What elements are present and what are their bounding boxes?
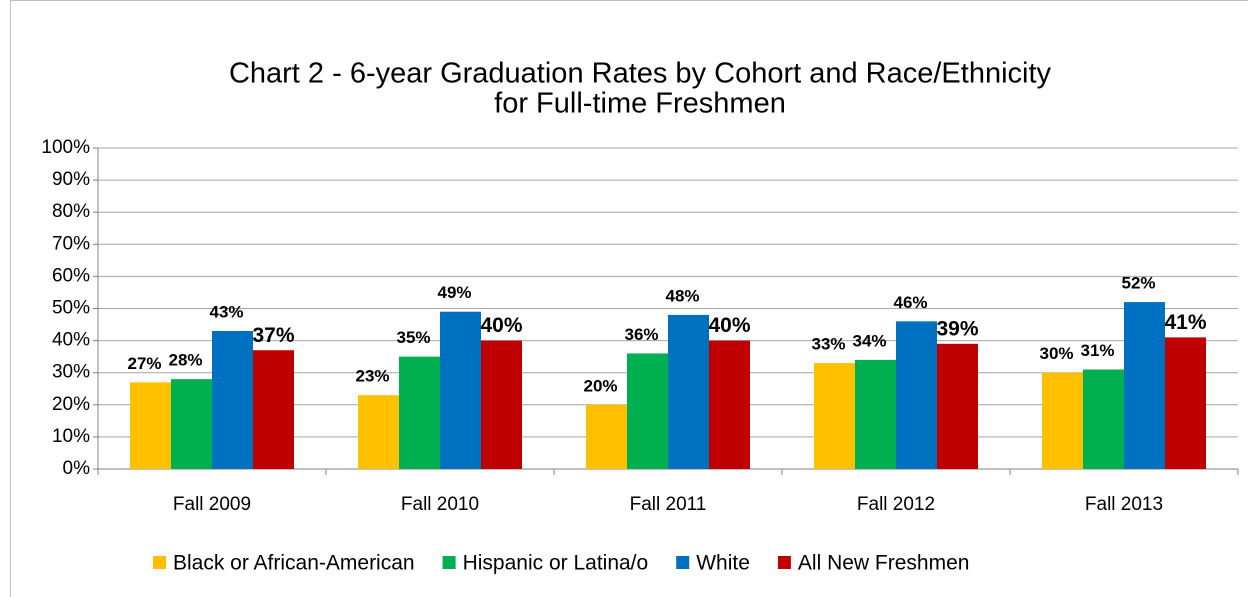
y-tick-label: 60% — [52, 265, 90, 286]
data-label: 30% — [1039, 344, 1073, 363]
data-label: 52% — [1121, 274, 1155, 293]
data-label: 35% — [396, 328, 430, 347]
x-tick-label: Fall 2009 — [173, 494, 251, 515]
bar — [627, 353, 668, 469]
y-tick-label: 90% — [52, 169, 90, 190]
data-label: 43% — [209, 302, 243, 321]
bar — [130, 382, 171, 469]
legend-swatch — [676, 556, 690, 569]
legend-swatch — [153, 556, 166, 569]
x-tick-label: Fall 2011 — [630, 494, 707, 515]
data-label: 40% — [480, 314, 522, 337]
data-label: 28% — [168, 351, 202, 370]
chart-title: for Full-time Freshmen — [494, 88, 786, 120]
legend-label: All New Freshmen — [798, 552, 970, 575]
data-label: 37% — [252, 324, 294, 347]
y-tick-label: 20% — [52, 394, 90, 415]
bar — [814, 363, 855, 469]
data-label: 34% — [852, 331, 886, 350]
bar — [171, 379, 212, 469]
bar — [212, 330, 253, 469]
data-label: 41% — [1164, 311, 1206, 334]
bar — [358, 395, 399, 469]
y-tick-label: 100% — [41, 137, 90, 158]
x-tick-label: Fall 2012 — [857, 494, 935, 515]
bar — [709, 340, 750, 469]
data-label: 48% — [665, 286, 699, 305]
data-label: 36% — [624, 325, 658, 344]
y-tick-label: 40% — [52, 330, 90, 351]
chart-frame — [10, 0, 1248, 597]
legend-swatch — [442, 556, 456, 569]
data-label: 23% — [355, 367, 389, 386]
legend-swatch — [777, 556, 791, 569]
bar — [937, 343, 978, 469]
legend-label: White — [696, 552, 750, 575]
bar — [855, 359, 896, 469]
data-label: 31% — [1080, 341, 1114, 360]
y-tick-label: 70% — [52, 233, 90, 254]
bar — [399, 356, 440, 469]
y-tick-label: 30% — [52, 362, 90, 383]
data-label: 40% — [708, 314, 750, 337]
y-tick-label: 0% — [63, 458, 91, 479]
bar — [896, 321, 937, 469]
bar — [586, 404, 627, 469]
legend-label: Hispanic or Latina/o — [463, 552, 649, 575]
bar — [1165, 337, 1206, 469]
bar — [668, 314, 709, 469]
bar — [1042, 372, 1083, 469]
y-tick-label: 10% — [52, 426, 90, 447]
bar — [481, 340, 522, 469]
x-tick-label: Fall 2010 — [401, 494, 479, 515]
bar — [1124, 302, 1165, 469]
x-tick-label: Fall 2013 — [1085, 494, 1163, 515]
legend-label: Black or African-American — [173, 552, 415, 575]
bar — [440, 311, 481, 469]
data-label: 33% — [811, 335, 845, 354]
bar — [253, 350, 294, 469]
data-label: 46% — [893, 293, 927, 312]
data-label: 20% — [583, 376, 617, 395]
data-label: 27% — [127, 354, 161, 373]
y-tick-label: 80% — [52, 201, 90, 222]
data-label: 39% — [936, 317, 978, 340]
data-label: 49% — [437, 283, 471, 302]
bar — [1083, 369, 1124, 469]
y-tick-label: 50% — [52, 298, 90, 319]
chart-title: Chart 2 - 6-year Graduation Rates by Coh… — [229, 58, 1052, 90]
